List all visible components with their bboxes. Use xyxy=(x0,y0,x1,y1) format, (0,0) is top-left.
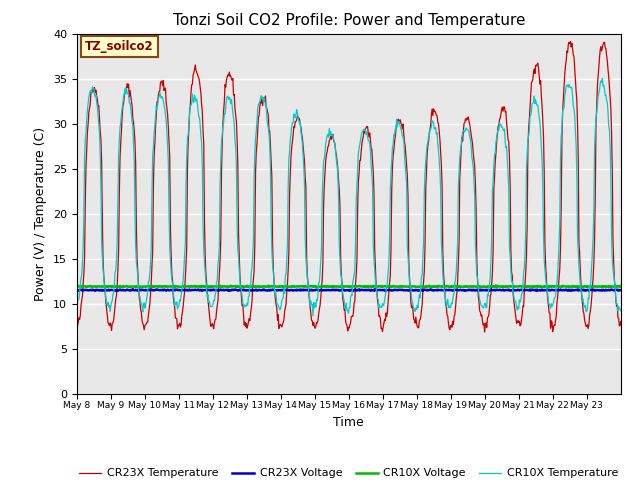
CR23X Voltage xyxy=(129,287,137,292)
CR23X Voltage xyxy=(437,287,445,293)
Title: Tonzi Soil CO2 Profile: Power and Temperature: Tonzi Soil CO2 Profile: Power and Temper… xyxy=(173,13,525,28)
CR23X Temperature xyxy=(405,256,413,262)
CR10X Voltage xyxy=(435,283,443,289)
Legend: CR23X Temperature, CR23X Voltage, CR10X Voltage, CR10X Temperature: CR23X Temperature, CR23X Voltage, CR10X … xyxy=(75,464,623,480)
CR23X Temperature xyxy=(566,39,574,45)
CR10X Voltage xyxy=(264,284,271,289)
CR10X Temperature xyxy=(237,284,244,289)
CR10X Voltage xyxy=(529,285,537,290)
CR23X Voltage xyxy=(419,288,427,294)
Line: CR23X Voltage: CR23X Voltage xyxy=(77,289,621,291)
CR23X Temperature xyxy=(284,267,292,273)
Line: CR10X Temperature: CR10X Temperature xyxy=(77,78,621,316)
Line: CR23X Temperature: CR23X Temperature xyxy=(77,42,621,332)
Line: CR10X Voltage: CR10X Voltage xyxy=(77,286,621,288)
CR10X Temperature xyxy=(436,168,444,174)
CR23X Voltage xyxy=(285,287,292,293)
CR23X Voltage xyxy=(237,287,245,293)
CR23X Voltage xyxy=(138,287,145,293)
CR23X Temperature xyxy=(264,109,271,115)
CR23X Temperature xyxy=(237,283,244,288)
CR23X Temperature xyxy=(435,129,443,134)
CR10X Temperature xyxy=(617,308,625,314)
CR23X Temperature xyxy=(137,307,145,312)
CR10X Voltage xyxy=(137,284,145,289)
CR10X Temperature xyxy=(137,300,145,306)
CR23X Temperature xyxy=(617,318,625,324)
CR23X Temperature xyxy=(481,329,488,335)
CR10X Voltage xyxy=(492,283,500,288)
CR10X Temperature xyxy=(406,279,413,285)
CR10X Temperature xyxy=(598,75,606,81)
CR10X Voltage xyxy=(405,284,413,289)
CR10X Voltage xyxy=(73,283,81,289)
CR10X Voltage xyxy=(284,284,292,289)
CR10X Temperature xyxy=(284,184,292,190)
Text: TZ_soilco2: TZ_soilco2 xyxy=(85,40,154,53)
CR23X Voltage xyxy=(617,287,625,293)
CR10X Temperature xyxy=(309,313,317,319)
CR23X Voltage xyxy=(73,287,81,293)
X-axis label: Time: Time xyxy=(333,416,364,429)
CR10X Temperature xyxy=(264,121,271,127)
CR10X Voltage xyxy=(617,283,625,289)
CR10X Temperature xyxy=(73,305,81,311)
CR23X Temperature xyxy=(73,322,81,328)
CR23X Voltage xyxy=(406,287,413,293)
Y-axis label: Power (V) / Temperature (C): Power (V) / Temperature (C) xyxy=(35,127,47,300)
CR10X Voltage xyxy=(237,284,244,289)
CR23X Voltage xyxy=(264,287,272,293)
